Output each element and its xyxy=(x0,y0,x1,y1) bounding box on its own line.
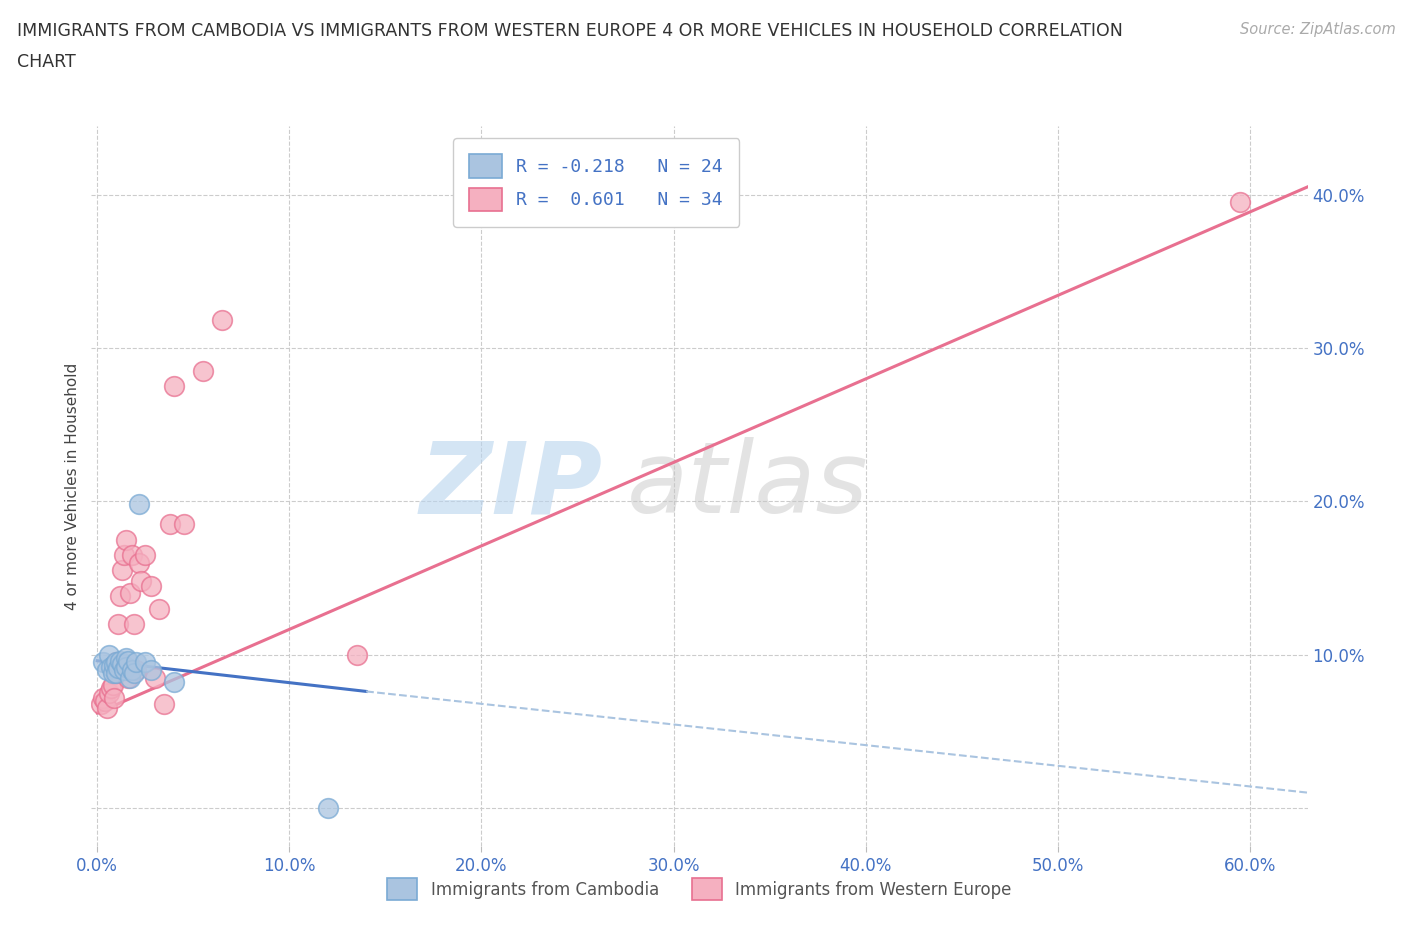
Point xyxy=(96,701,118,716)
Point xyxy=(115,532,138,547)
Point xyxy=(112,548,135,563)
Point xyxy=(111,563,134,578)
Y-axis label: 4 or more Vehicles in Household: 4 or more Vehicles in Household xyxy=(65,363,80,609)
Point xyxy=(134,655,156,670)
Point xyxy=(316,801,339,816)
Point xyxy=(153,697,176,711)
Point xyxy=(91,690,114,705)
Point xyxy=(108,653,131,668)
Text: ZIP: ZIP xyxy=(419,437,602,535)
Point xyxy=(107,617,129,631)
Point xyxy=(100,681,122,696)
Point xyxy=(124,662,146,677)
Point xyxy=(124,655,146,670)
Point xyxy=(105,666,128,681)
Point xyxy=(117,671,139,685)
Point xyxy=(105,655,128,670)
Point xyxy=(94,693,117,708)
Point xyxy=(128,555,150,570)
Point xyxy=(97,647,120,662)
Point xyxy=(103,658,125,672)
Point xyxy=(103,690,125,705)
Point xyxy=(128,497,150,512)
Point xyxy=(101,666,124,681)
Point xyxy=(159,517,181,532)
Point xyxy=(115,659,138,674)
Point xyxy=(105,666,128,681)
Point xyxy=(191,364,214,379)
Point xyxy=(107,661,129,676)
Point xyxy=(122,617,145,631)
Point xyxy=(90,697,112,711)
Point xyxy=(139,662,162,677)
Point xyxy=(173,517,195,532)
Point xyxy=(117,653,139,668)
Point xyxy=(118,671,141,685)
Point xyxy=(134,548,156,563)
Point xyxy=(139,578,162,593)
Point xyxy=(97,685,120,700)
Point xyxy=(96,662,118,677)
Point xyxy=(346,647,368,662)
Text: atlas: atlas xyxy=(627,437,868,535)
Point xyxy=(163,675,186,690)
Point xyxy=(118,586,141,601)
Point xyxy=(122,666,145,681)
Point xyxy=(143,671,166,685)
Point xyxy=(100,659,122,674)
Point xyxy=(1229,194,1251,209)
Point xyxy=(105,655,128,670)
Text: Source: ZipAtlas.com: Source: ZipAtlas.com xyxy=(1240,22,1396,37)
Point xyxy=(112,662,135,677)
Point xyxy=(131,574,153,589)
Point xyxy=(121,662,143,677)
Point xyxy=(91,655,114,670)
Point xyxy=(108,589,131,604)
Point xyxy=(111,657,134,671)
Point xyxy=(115,650,138,665)
Point xyxy=(163,379,186,393)
Point xyxy=(121,548,143,563)
Text: CHART: CHART xyxy=(17,53,76,71)
Point xyxy=(211,312,233,327)
Legend: Immigrants from Cambodia, Immigrants from Western Europe: Immigrants from Cambodia, Immigrants fro… xyxy=(381,871,1018,907)
Point xyxy=(148,601,170,616)
Point xyxy=(101,678,124,693)
Text: IMMIGRANTS FROM CAMBODIA VS IMMIGRANTS FROM WESTERN EUROPE 4 OR MORE VEHICLES IN: IMMIGRANTS FROM CAMBODIA VS IMMIGRANTS F… xyxy=(17,22,1123,40)
